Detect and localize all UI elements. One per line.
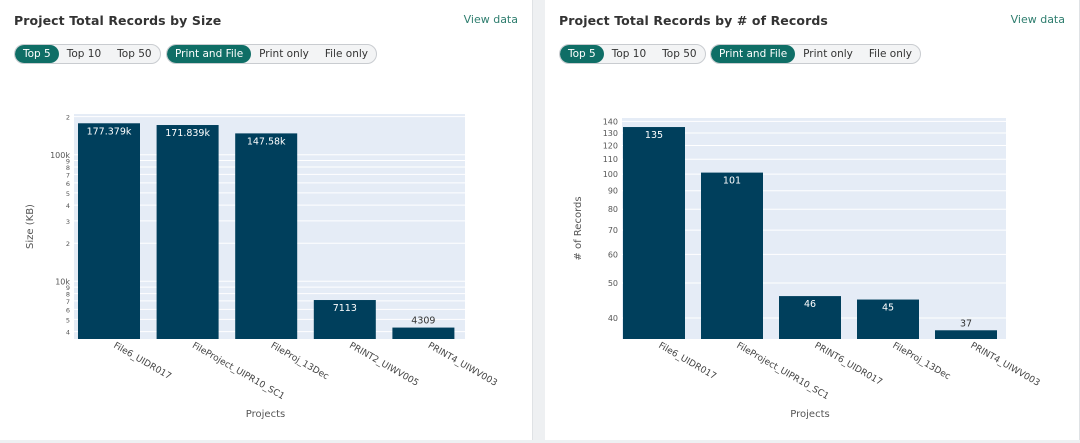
top-10-button[interactable]: Top 10 [66,48,102,60]
record-type-toggle: Print and File Print only File only [710,44,921,64]
top-n-toggle: Top 5 Top 10 Top 50 [14,44,161,64]
bar-data-label: 46 [804,299,816,310]
y-tick-label: 100 [603,170,618,179]
y-tick-label: 130 [603,129,618,138]
y-tick-label: 50 [608,279,618,288]
x-axis-title: Projects [246,409,285,420]
bar [701,172,763,339]
x-category-label: PRINT4_UIWV003 [426,341,499,389]
print-only-button[interactable]: Print only [259,48,309,60]
bar-data-label: 37 [960,318,972,329]
y-tick-label: 2 [66,114,70,122]
y-tick-label: 9 [66,158,70,166]
x-category-label: PRINT2_UIWV005 [347,341,420,389]
top-10-button[interactable]: Top 10 [611,48,647,60]
bar-data-label: 101 [723,176,741,187]
top-5-button[interactable]: Top 5 [560,45,604,63]
print-and-file-button[interactable]: Print and File [167,45,252,63]
y-tick-label: 2 [66,240,70,248]
file-only-button[interactable]: File only [324,48,368,60]
bar [156,125,219,340]
y-tick-label: 80 [608,205,618,214]
y-tick-label: 8 [66,164,70,172]
bar [623,127,685,340]
y-tick-label: 40 [608,314,618,323]
records-bar-chart: 40 50 60 70 80 90 100 110 120 130 140 135 File6_UIDR… [573,117,1042,420]
top-50-button[interactable]: Top 50 [117,48,152,60]
x-axis-title: Projects [790,409,829,420]
x-category-label: PRINT6_UIDR017 [813,341,884,388]
bar-data-label: 147.58k [247,136,286,147]
bar [857,299,919,339]
bar-data-label: 7113 [333,303,357,314]
y-tick-label: 4 [66,202,70,210]
panel-title: Project Total Records by Size [14,13,222,28]
y-tick-label: 4 [66,329,70,337]
record-type-toggle: Print and File Print only File only [166,44,377,64]
y-tick-label: 120 [603,142,618,151]
size-bar-chart: 45678910k23456789100k2177.379kFile6_UIDR… [25,114,499,420]
y-tick-label: 10k [55,277,70,286]
y-tick-label: 8 [66,291,70,299]
y-tick-label: 100k [50,151,70,160]
bar-data-label: 45 [882,303,894,314]
y-tick-label: 7 [66,171,70,179]
x-category-label: PRINT4_UIWV003 [969,341,1042,389]
y-tick-label: 5 [66,316,70,324]
bar [779,296,841,339]
bar [392,327,455,339]
print-only-button[interactable]: Print only [803,48,853,60]
top-50-button[interactable]: Top 50 [662,48,697,60]
records-chart-panel: Project Total Records by # of Records Vi… [545,0,1080,440]
bar-data-label: 177.379k [87,126,132,137]
y-axis-title: # of Records [573,196,584,260]
x-category-label: File6_UIDR017 [112,341,173,382]
y-tick-label: 7 [66,298,70,306]
bar-data-label: 4309 [411,316,435,327]
x-category-label: FileProj_13Dec [891,341,953,382]
panel-title: Project Total Records by # of Records [559,13,828,28]
y-tick-label: 6 [66,306,70,314]
x-category-label: File6_UIDR017 [657,341,718,382]
bar [78,123,140,339]
x-category-label: FileProj_13Dec [269,341,331,382]
y-tick-label: 70 [608,226,618,235]
y-tick-label: 9 [66,284,70,292]
bar [935,330,997,339]
view-data-link[interactable]: View data [463,13,518,26]
view-data-link[interactable]: View data [1010,13,1065,26]
y-tick-label: 3 [66,218,70,226]
top-5-button[interactable]: Top 5 [15,45,59,63]
y-tick-label: 6 [66,180,70,188]
bar [313,300,376,339]
top-n-toggle: Top 5 Top 10 Top 50 [559,44,706,64]
y-tick-label: 60 [608,250,618,259]
size-chart-panel: Project Total Records by Size View data … [0,0,533,440]
file-only-button[interactable]: File only [868,48,912,60]
y-tick-label: 140 [603,117,618,126]
print-and-file-button[interactable]: Print and File [711,45,796,63]
y-tick-label: 90 [608,187,618,196]
y-tick-label: 110 [603,155,618,164]
y-tick-label: 5 [66,190,70,198]
bar-data-label: 171.839k [165,128,210,139]
y-axis-title: Size (KB) [25,204,36,249]
bar-data-label: 135 [645,130,663,141]
bar [235,133,298,339]
